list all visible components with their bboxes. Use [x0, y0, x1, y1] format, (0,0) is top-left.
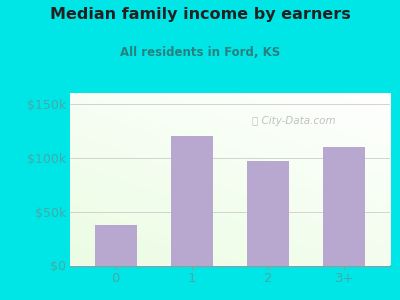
Bar	[247, 161, 289, 266]
Bar	[323, 147, 365, 266]
Bar	[95, 224, 137, 266]
Text: Median family income by earners: Median family income by earners	[50, 8, 350, 22]
Text: All residents in Ford, KS: All residents in Ford, KS	[120, 46, 280, 59]
Bar	[171, 136, 213, 266]
Text: Ⓣ City-Data.com: Ⓣ City-Data.com	[252, 116, 336, 126]
